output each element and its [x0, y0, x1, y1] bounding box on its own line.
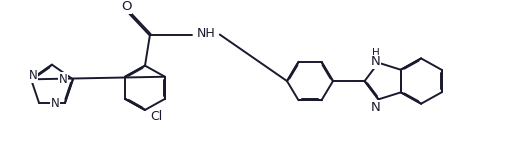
Text: Cl: Cl — [150, 110, 162, 123]
Text: O: O — [121, 0, 131, 13]
Text: N: N — [58, 73, 67, 86]
Text: N: N — [51, 96, 60, 109]
Text: NH: NH — [196, 27, 215, 40]
Text: N: N — [371, 55, 381, 68]
Text: H: H — [372, 48, 379, 58]
Text: N: N — [371, 101, 381, 114]
Text: N: N — [29, 69, 38, 82]
